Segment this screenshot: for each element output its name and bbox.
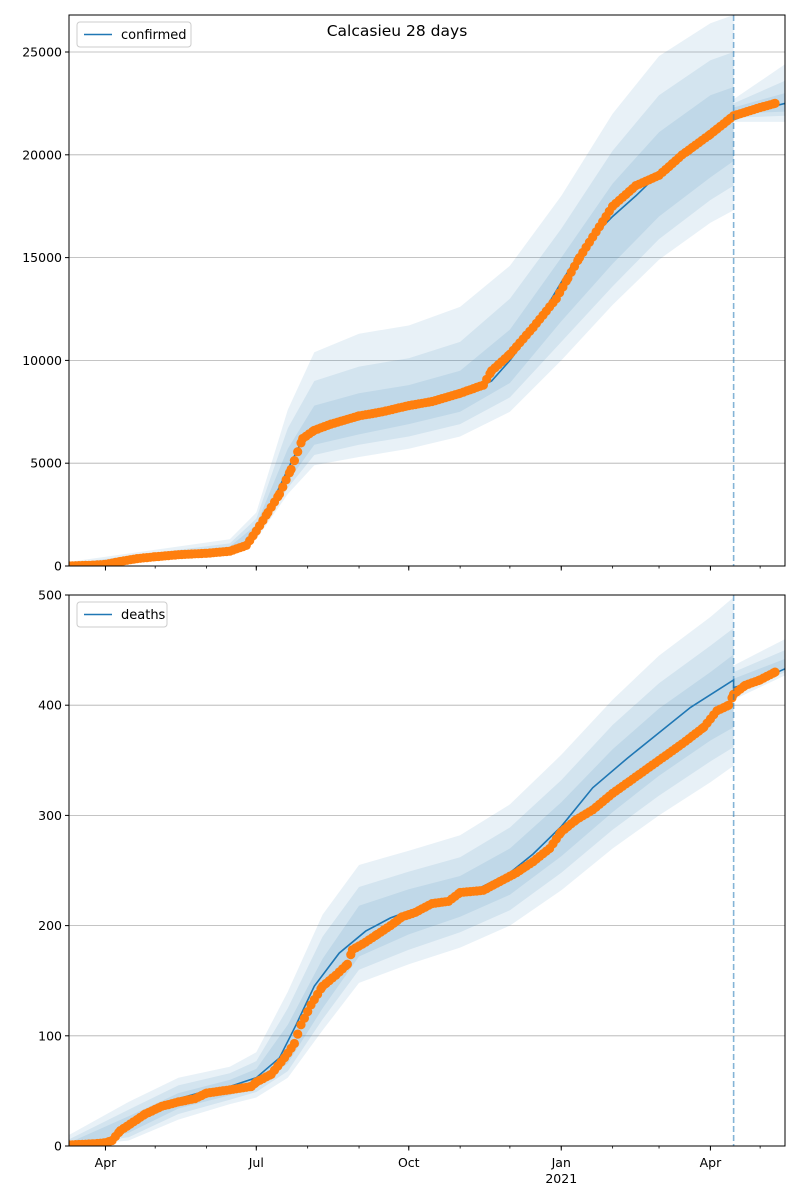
confirmed-legend-label: confirmed: [121, 28, 187, 43]
deaths-observed-point: [724, 700, 734, 710]
confirmed-y-tick-label: 10000: [22, 353, 62, 368]
deaths-observed-point: [289, 1038, 299, 1049]
deaths-uncertainty-band-3: [69, 654, 785, 1146]
deaths-observed-point: [770, 667, 780, 677]
confirmed-observed-point: [281, 475, 291, 485]
confirmed-observed-point: [770, 98, 780, 109]
figure-title: Calcasieu 28 days: [327, 22, 468, 40]
confirmed-y-tick-label: 15000: [22, 250, 62, 265]
deaths-y-tick-label: 500: [38, 588, 62, 603]
confirmed-legend-box: [76, 21, 192, 48]
deaths-observed-point: [293, 1029, 303, 1039]
deaths-y-tick-label: 100: [38, 1028, 62, 1043]
deaths-x-tick-sublabel: 2021: [545, 1171, 577, 1186]
confirmed-uncertainty-band-3: [69, 87, 785, 566]
deaths-y-tick-label: 400: [38, 698, 62, 713]
deaths-legend: deaths: [76, 601, 168, 628]
confirmed-observed-point: [289, 456, 299, 466]
confirmed-observed-point: [286, 464, 296, 474]
deaths-observed-point: [342, 959, 352, 969]
deaths-plot-area: [69, 597, 785, 1146]
confirmed-y-tick-label: 0: [54, 559, 62, 574]
confirmed-observed-series: [69, 98, 780, 566]
deaths-y-tick-label: 0: [54, 1139, 62, 1154]
confirmed-observed-point: [274, 489, 285, 499]
deaths-x-tick-label: Apr: [95, 1155, 117, 1170]
deaths-axes-frame: [68, 594, 786, 1147]
confirmed-observed-point: [293, 447, 303, 457]
deaths-y-tick-label: 300: [38, 808, 62, 823]
confirmed-legend: confirmed: [76, 21, 192, 48]
deaths-uncertainty-band-1: [69, 597, 785, 1146]
confirmed-uncertainty-band-2: [69, 52, 785, 566]
confirmed-y-tick-label: 20000: [22, 147, 62, 162]
deaths-uncertainty-band-2: [69, 628, 785, 1146]
deaths-legend-label: deaths: [121, 608, 166, 623]
confirmed-axes-frame: [68, 14, 786, 567]
deaths-x-tick-label: Jul: [248, 1155, 264, 1170]
deaths-x-tick-label: Jan: [551, 1155, 571, 1170]
confirmed-plot-area: [69, 15, 785, 566]
deaths-y-tick-label: 200: [38, 918, 62, 933]
confirmed-y-tick-label: 5000: [30, 456, 62, 471]
deaths-observed-series: [69, 667, 780, 1146]
deaths-x-tick-label: Apr: [700, 1155, 722, 1170]
deaths-x-tick-label: Oct: [398, 1155, 420, 1170]
confirmed-observed-point: [278, 482, 288, 492]
confirmed-uncertainty-band-1: [69, 15, 785, 566]
confirmed-panel: 0 5000 10000 15000 20000 25000 confirmed: [22, 14, 786, 574]
confirmed-y-tick-label: 25000: [22, 45, 62, 60]
deaths-legend-box: [76, 601, 168, 628]
